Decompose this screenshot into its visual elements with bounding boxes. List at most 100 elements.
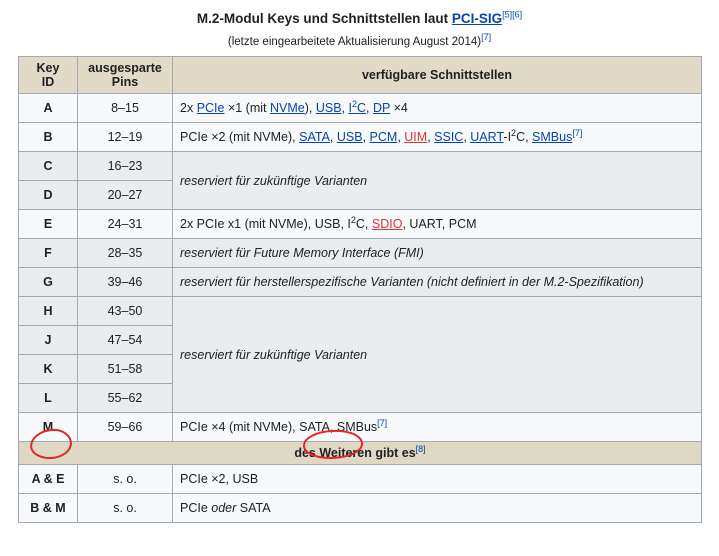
section-header-ref-8[interactable]: [8] (415, 443, 426, 454)
row-interfaces-b: PCIe ×2 (mit NVMe), SATA, USB, PCM, UIM,… (172, 122, 702, 152)
row-key-k: K (18, 354, 78, 384)
figure-caption: M.2-Modul Keys und Schnittstellen laut P… (0, 0, 719, 50)
pcie-link[interactable]: PCIe (196, 101, 225, 115)
table-row: J 47–54 (18, 325, 702, 355)
row-pins-c: 16–23 (77, 151, 173, 181)
txt: , (366, 101, 373, 115)
row-pins-b: 12–19 (77, 122, 173, 152)
row-interfaces-a-and-e: PCIe ×2, USB (172, 464, 702, 494)
caption-ref-7[interactable]: [7] (481, 31, 492, 42)
uart-link[interactable]: UART (470, 130, 504, 144)
row-key-g: G (18, 267, 78, 297)
txt: PCIe (180, 501, 212, 515)
caption-ref-6[interactable]: [6] (512, 9, 523, 20)
txt: 2x (180, 101, 197, 115)
row-key-d: D (18, 180, 78, 210)
sata-link[interactable]: SATA (299, 130, 330, 144)
usb-link[interactable]: USB (336, 130, 363, 144)
txt: SATA (236, 501, 271, 515)
merged-reserved-note-cd: reserviert für zukünftige Varianten (172, 151, 702, 210)
table-row: F 28–35 reserviert für Future Memory Int… (18, 238, 702, 268)
txt: PCIe ×4 (mit NVMe), (180, 420, 300, 434)
usb-link[interactable]: USB (315, 101, 342, 115)
i2c-c: C (356, 101, 367, 115)
row-note-g: reserviert für herstellerspezifische Var… (172, 267, 702, 297)
table-row: L 55–62 (18, 383, 702, 413)
table-row: K 51–58 (18, 354, 702, 384)
table-row: E 24–31 2x PCIe x1 (mit NVMe), USB, I2C,… (18, 209, 702, 239)
table-header: Key ID ausgesparte Pins verfügbare Schni… (18, 56, 702, 94)
m2-keys-table: Key ID ausgesparte Pins verfügbare Schni… (18, 56, 702, 523)
row-pins-h: 43–50 (77, 296, 173, 326)
figure-subcaption: (letzte eingearbeitete Aktualisierung Au… (0, 29, 719, 50)
row-pins-d: 20–27 (77, 180, 173, 210)
table-row: M 59–66 PCIe ×4 (mit NVMe), SATA, SMBus[… (18, 412, 702, 442)
table-row: C 16–23 reserviert für zukünftige Varian… (18, 151, 702, 210)
row-key-a: A (18, 93, 78, 123)
header-key-line1: Key (36, 61, 60, 75)
row-interfaces-m: PCIe ×4 (mit NVMe), SATA, SMBus[7] (172, 412, 702, 442)
header-pins-line2: Pins (111, 75, 139, 89)
row-pins-f: 28–35 (77, 238, 173, 268)
i2c-superscript: 2 (350, 214, 356, 225)
row-key-a-and-e: A & E (18, 464, 78, 494)
row-pins-g: 39–46 (77, 267, 173, 297)
i2c-i: I (348, 101, 352, 115)
pcm-link[interactable]: PCM (369, 130, 398, 144)
sata-text-circled: SATA, (299, 420, 334, 434)
txt: , (362, 130, 370, 144)
i2c-superscript: 2 (351, 98, 357, 109)
uim-link[interactable]: UIM (404, 130, 428, 144)
table-row: G 39–46 reserviert für herstellerspezifi… (18, 267, 702, 297)
caption-ref-5[interactable]: [5] (502, 9, 513, 20)
txt: ), (304, 101, 316, 115)
dp-link[interactable]: DP (372, 101, 391, 115)
row-interfaces-e: 2x PCIe x1 (mit NVMe), USB, I2C, SDIO, U… (172, 209, 702, 239)
row-pins-m: 59–66 (77, 412, 173, 442)
sdio-link[interactable]: SDIO (371, 217, 403, 231)
header-key-line2: ID (41, 75, 55, 89)
header-pins: ausgesparte Pins (77, 56, 173, 94)
row-pins-e: 24–31 (77, 209, 173, 239)
header-row: Key ID ausgesparte Pins verfügbare Schni… (18, 56, 702, 94)
row-key-e: E (18, 209, 78, 239)
i2c-superscript: 2 (511, 127, 517, 138)
ssic-link[interactable]: SSIC (434, 130, 464, 144)
row-interfaces-a: 2x PCIe ×1 (mit NVMe), USB, I2C, DP ×4 (172, 93, 702, 123)
table-body: A 8–15 2x PCIe ×1 (mit NVMe), USB, I2C, … (18, 93, 702, 523)
txt: SMBus (333, 420, 378, 434)
oder-emphasis: oder (211, 501, 237, 515)
row-key-m: M (18, 412, 78, 442)
row-b-ref-7[interactable]: [7] (572, 127, 583, 138)
txt: , (525, 130, 533, 144)
row-key-l: L (18, 383, 78, 413)
row-pins-a-and-e: s. o. (77, 464, 173, 494)
row-key-c: C (18, 151, 78, 181)
txt: C (516, 130, 526, 144)
table-container: Key ID ausgesparte Pins verfügbare Schni… (18, 56, 702, 523)
section-header-cell: des Weiteren gibt es[8] (18, 441, 702, 465)
merged-reserved-note-hjkl: reserviert für zukünftige Varianten (172, 296, 702, 413)
row-pins-j: 47–54 (77, 325, 173, 355)
header-pins-line1: ausgesparte (88, 61, 162, 75)
i2c-link[interactable]: I2C (348, 98, 367, 115)
txt: , UART, PCM (402, 217, 477, 231)
row-key-b: B (18, 122, 78, 152)
row-key-b-and-m: B & M (18, 493, 78, 523)
smbus-link[interactable]: SMBus (532, 130, 573, 144)
pci-sig-link[interactable]: PCI-SIG (451, 11, 503, 26)
table-row: A 8–15 2x PCIe ×1 (mit NVMe), USB, I2C, … (18, 93, 702, 123)
txt: C, (355, 217, 372, 231)
row-key-j: J (18, 325, 78, 355)
nvme-link[interactable]: NVMe (269, 101, 305, 115)
row-m-ref-7[interactable]: [7] (377, 417, 388, 428)
caption-subtitle-text: (letzte eingearbeitete Aktualisierung Au… (227, 35, 482, 48)
txt: 2x PCIe x1 (mit NVMe), USB, I (180, 217, 351, 231)
table-row: A & E s. o. PCIe ×2, USB (18, 464, 702, 494)
section-header-text: des Weiteren gibt es (294, 446, 416, 460)
row-note-f: reserviert für Future Memory Interface (… (172, 238, 702, 268)
row-pins-k: 51–58 (77, 354, 173, 384)
header-key-id: Key ID (18, 56, 78, 94)
txt: , (427, 130, 435, 144)
